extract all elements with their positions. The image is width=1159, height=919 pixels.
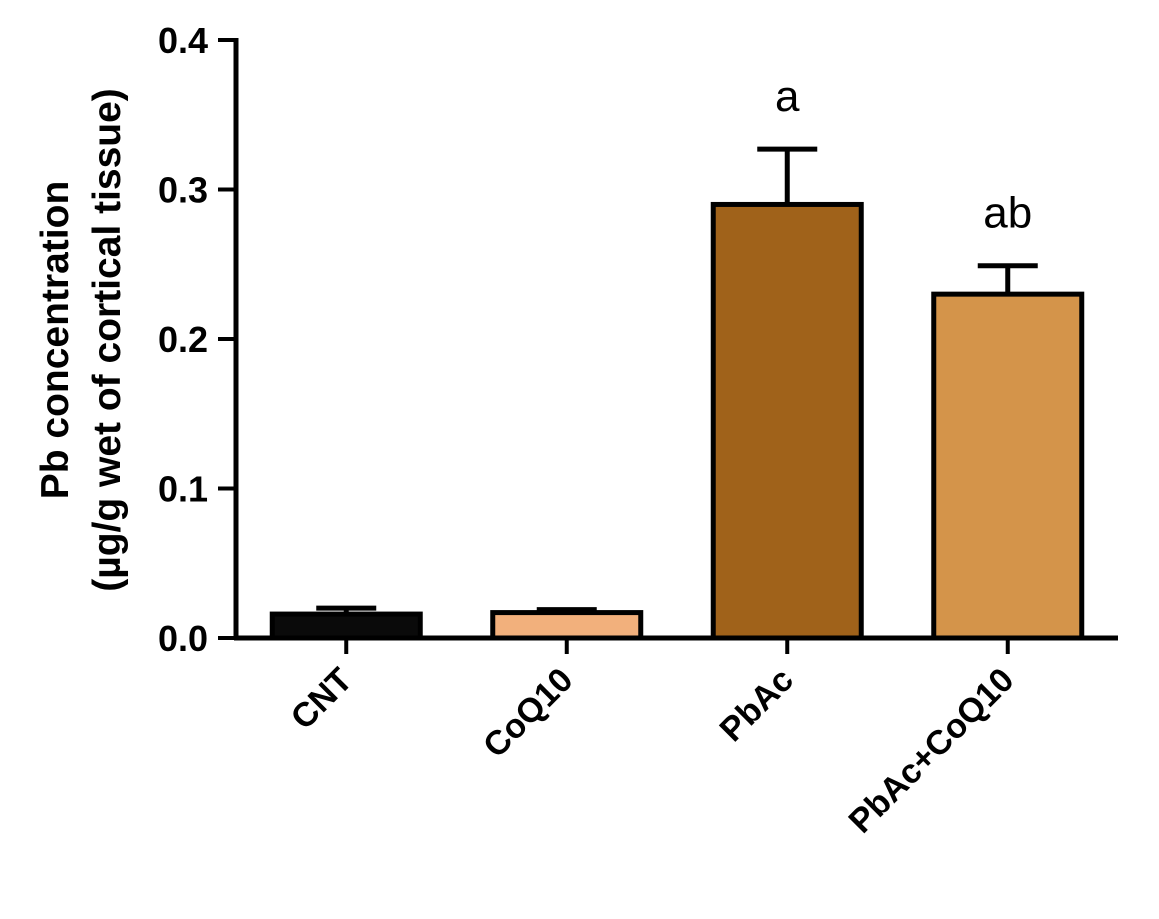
y-tick-label-0.4: 0.4 (158, 20, 208, 61)
x-tick-label-CNT: CNT (284, 661, 360, 737)
annotation-PbAc: a (775, 72, 800, 121)
x-tick-label-PbAc: PbAc (713, 661, 801, 749)
y-axis-label-line-1: Pb concentration (34, 181, 77, 500)
bar-PbAc+CoQ10 (931, 291, 1085, 641)
x-tick-label-CoQ10: CoQ10 (476, 661, 580, 765)
bar-CNT (269, 611, 423, 641)
bar-PbAc (710, 201, 864, 641)
x-tick-label-PbAc+CoQ10: PbAc+CoQ10 (842, 661, 1022, 841)
y-axis-label-line-2: (µg/g wet of cortical tissue) (86, 88, 129, 592)
y-tick-label-0.1: 0.1 (158, 469, 208, 510)
y-axis-label: Pb concentration (µg/g wet of cortical t… (34, 88, 129, 592)
bar-CoQ10 (490, 610, 644, 641)
plot-area: CNT CoQ10 a PbAc ab PbAc+CoQ10 0.0 0.1 0.2 0.3 0.4 (158, 20, 1118, 841)
annotation-PbAc+CoQ10: ab (983, 189, 1032, 238)
y-tick-label-0.2: 0.2 (158, 319, 208, 360)
y-tick-label-0.0: 0.0 (158, 618, 208, 659)
y-tick-label-0.3: 0.3 (158, 170, 208, 211)
